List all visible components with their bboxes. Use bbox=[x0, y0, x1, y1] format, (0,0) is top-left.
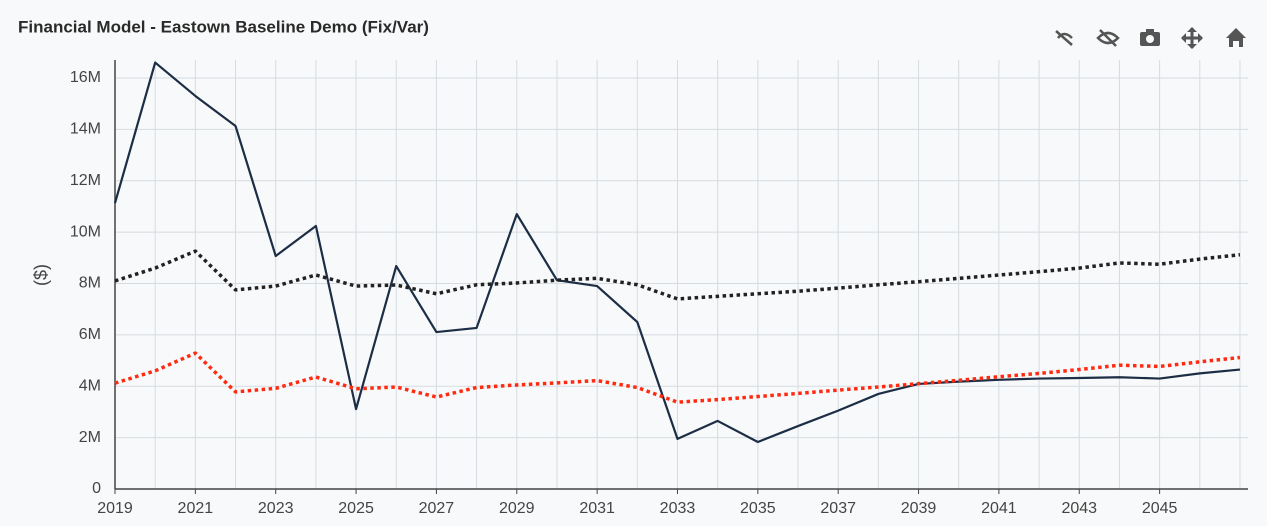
y-tick-label: 4M bbox=[79, 377, 101, 394]
y-tick-label: 12M bbox=[70, 172, 101, 189]
y-tick-label: 10M bbox=[70, 223, 101, 240]
y-tick-label: 16M bbox=[70, 69, 101, 86]
x-tick-label: 2037 bbox=[820, 500, 856, 517]
x-tick-label: 2041 bbox=[981, 500, 1017, 517]
x-tick-label: 2035 bbox=[740, 500, 776, 517]
y-tick-label: 2M bbox=[79, 429, 101, 446]
chart-title: Financial Model - Eastown Baseline Demo … bbox=[18, 17, 429, 36]
toolbar-button[interactable] bbox=[1140, 29, 1160, 46]
toolbar-button[interactable] bbox=[1226, 28, 1246, 47]
x-tick-label: 2021 bbox=[178, 500, 214, 517]
y-tick-label: 0 bbox=[92, 480, 101, 497]
x-tick-label: 2031 bbox=[579, 500, 615, 517]
line-series bbox=[114, 351, 1241, 404]
toolbar-button[interactable] bbox=[1055, 30, 1073, 46]
x-tick-label: 2033 bbox=[660, 500, 696, 517]
toolbar-button[interactable] bbox=[1181, 27, 1203, 49]
y-tick-label: 6M bbox=[79, 326, 101, 343]
x-tick-label: 2039 bbox=[901, 500, 937, 517]
x-tick-label: 2019 bbox=[97, 500, 133, 517]
toolbar-button[interactable] bbox=[1096, 29, 1120, 47]
x-tick-label: 2023 bbox=[258, 500, 294, 517]
y-axis-label: ($) bbox=[31, 264, 51, 286]
toolbar bbox=[1055, 27, 1246, 49]
y-tick-label: 8M bbox=[79, 275, 101, 292]
x-tick-label: 2027 bbox=[419, 500, 455, 517]
x-tick-label: 2045 bbox=[1142, 500, 1178, 517]
line-series bbox=[114, 249, 1241, 301]
y-tick-label: 14M bbox=[70, 121, 101, 138]
x-tick-label: 2043 bbox=[1061, 500, 1097, 517]
line-series bbox=[113, 61, 1241, 444]
x-tick-label: 2025 bbox=[338, 500, 374, 517]
x-tick-label: 2029 bbox=[499, 500, 535, 517]
